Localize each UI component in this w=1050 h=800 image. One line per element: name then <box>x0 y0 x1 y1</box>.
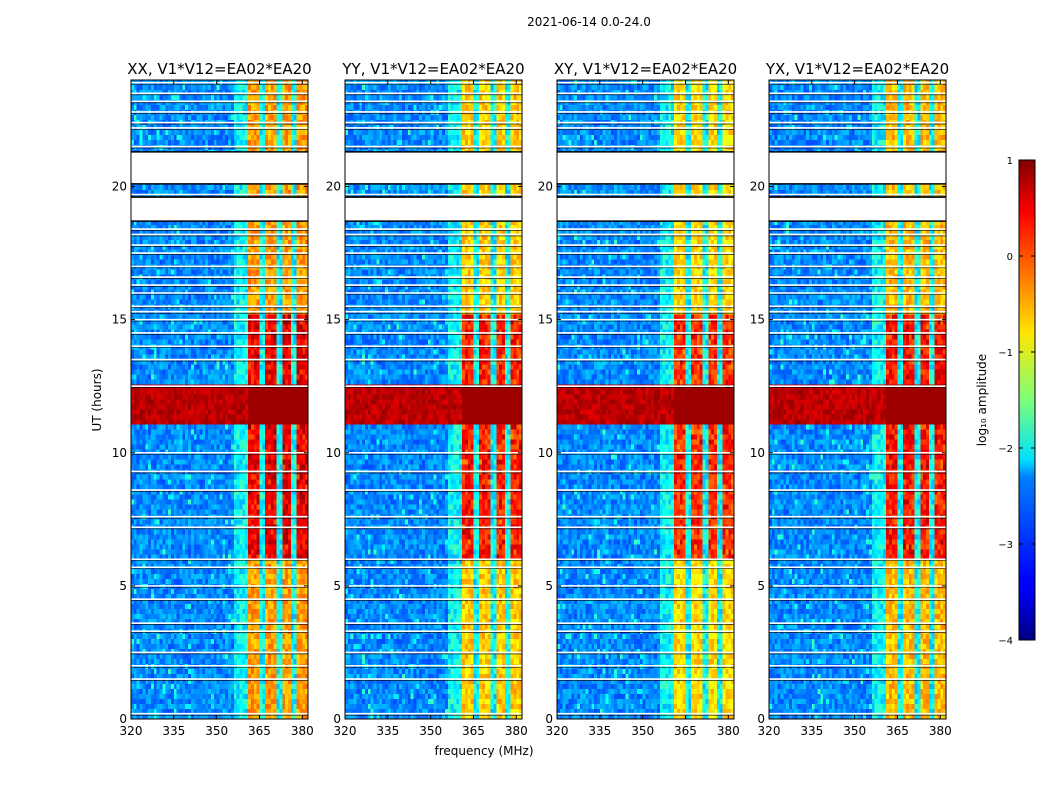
figure: 2021-06-14 0.0-24.0 XX, V1*V12=EA02*EA20… <box>0 0 1050 800</box>
figure-suptitle: 2021-06-14 0.0-24.0 <box>527 15 651 29</box>
